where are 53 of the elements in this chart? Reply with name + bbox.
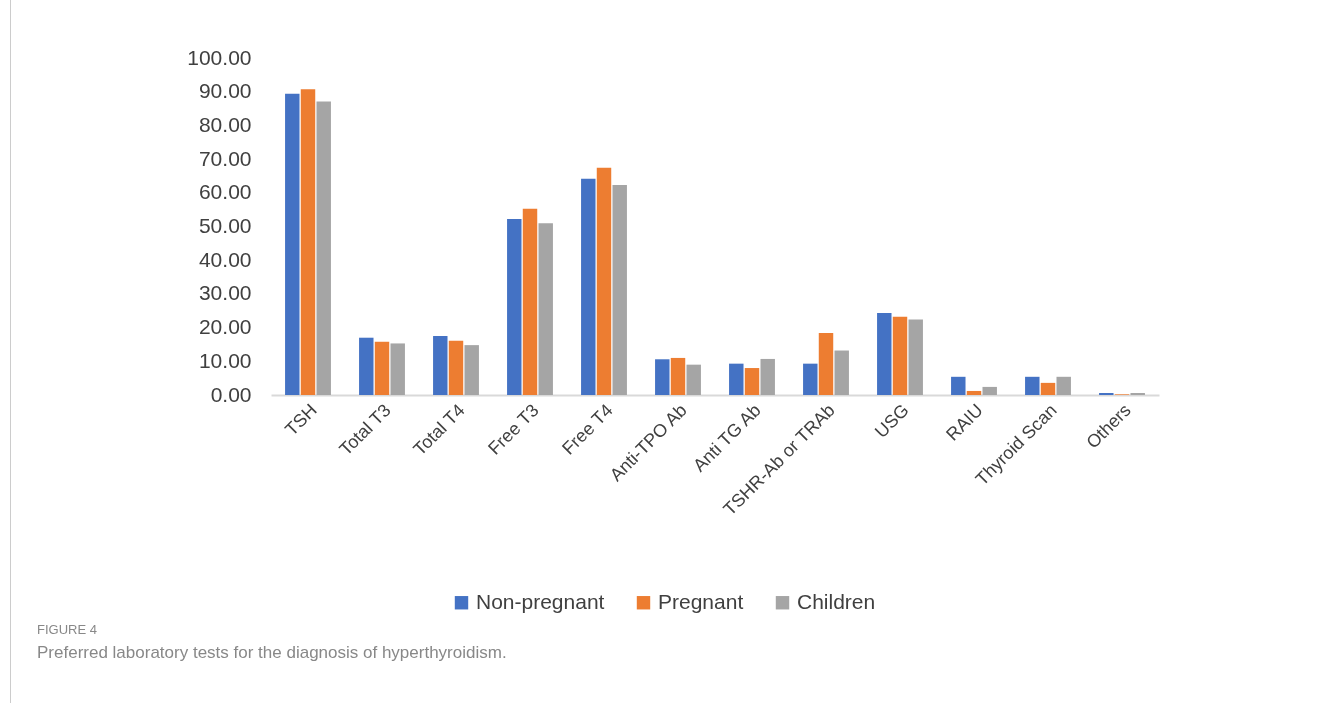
x-tick-label: Free T3 [484,400,543,459]
bar [892,316,908,395]
caption: FIGURE 4 [37,622,98,637]
y-tick-label: 0.00 [210,382,252,406]
bar [834,350,849,395]
bar [744,368,760,395]
bar [803,363,818,395]
bar [686,364,701,395]
bar [374,341,390,395]
legend-label: Non-pregnant [476,589,605,613]
y-tick-label: 80.00 [198,112,252,136]
bar [359,337,374,395]
bar [1130,392,1145,395]
y-tick-label: 10.00 [198,348,252,372]
bar [464,345,479,395]
bar [1025,376,1040,395]
bar [390,343,405,395]
bar [612,185,627,395]
bar [951,376,966,395]
text: Preferred laboratory tests for the diagnosis of hyperthyroidism. [37,643,507,663]
bar [596,167,612,395]
bar [300,89,316,395]
bar [1040,382,1056,395]
bar [966,390,982,395]
legend-label: Children [797,589,876,613]
bar [670,357,686,395]
bar [448,340,464,395]
bar [285,93,300,395]
bar [507,219,522,395]
bar [1056,376,1071,395]
bar [1099,392,1114,395]
bar [982,386,997,395]
bar [655,359,670,395]
bar [908,319,923,395]
bar [760,358,775,395]
legend-label: Pregnant [658,589,744,613]
bar [877,313,892,395]
y-tick-label: 50.00 [198,214,252,237]
bar [818,332,834,395]
x-tick-label: Free T4 [558,400,617,459]
y-tick-label: 40.00 [198,247,252,271]
bar [433,336,448,395]
bar [538,223,553,395]
y-tick-label: 30.00 [198,281,252,305]
bar [581,178,596,395]
y-tick-label: 20.00 [198,315,252,339]
y-tick-label: 90.00 [198,79,252,103]
bar [316,101,331,395]
bar [522,208,538,395]
y-tick-label: 60.00 [198,180,252,204]
bar [729,363,744,395]
y-tick-label: 70.00 [198,146,252,170]
y-tick-label: 100.00 [187,45,252,69]
